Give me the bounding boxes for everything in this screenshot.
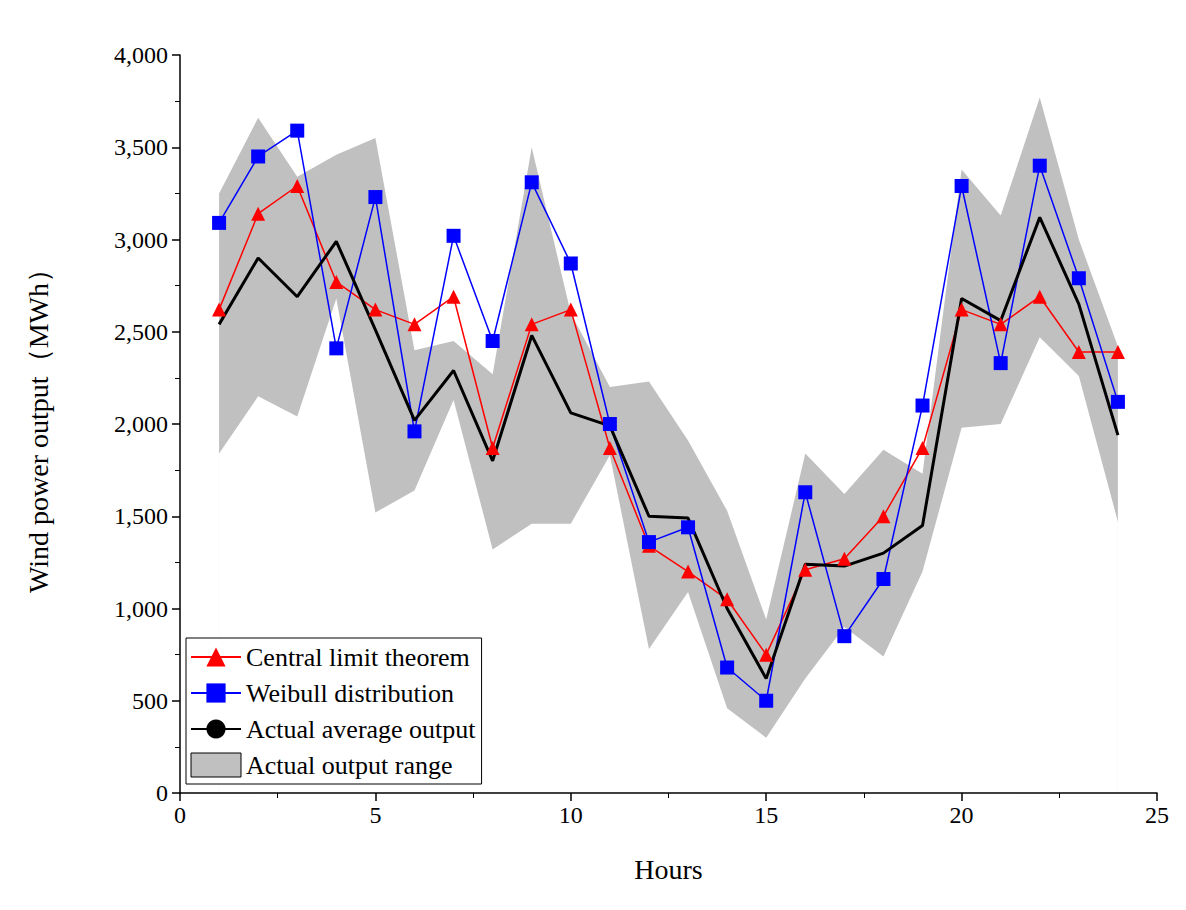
svg-text:Actual average output: Actual average output [246, 715, 476, 744]
svg-text:10: 10 [559, 802, 583, 828]
svg-text:5: 5 [369, 802, 381, 828]
svg-text:0: 0 [156, 780, 168, 806]
svg-text:2,500: 2,500 [114, 319, 168, 345]
svg-text:3,000: 3,000 [114, 227, 168, 253]
svg-text:500: 500 [132, 688, 168, 714]
svg-text:20: 20 [950, 802, 974, 828]
svg-text:3,500: 3,500 [114, 134, 168, 160]
svg-text:4,000: 4,000 [114, 42, 168, 68]
svg-text:Weibull distribution: Weibull distribution [246, 679, 454, 708]
svg-text:2,000: 2,000 [114, 411, 168, 437]
svg-text:25: 25 [1145, 802, 1169, 828]
svg-text:Actual output range: Actual output range [246, 751, 453, 780]
svg-text:Wind power output（MWh）: Wind power output（MWh） [23, 255, 54, 593]
svg-text:1,500: 1,500 [114, 503, 168, 529]
svg-text:Hours: Hours [634, 854, 702, 885]
svg-text:0: 0 [174, 802, 186, 828]
svg-text:Central limit theorem: Central limit theorem [246, 643, 470, 672]
svg-text:1,000: 1,000 [114, 596, 168, 622]
svg-text:15: 15 [754, 802, 778, 828]
